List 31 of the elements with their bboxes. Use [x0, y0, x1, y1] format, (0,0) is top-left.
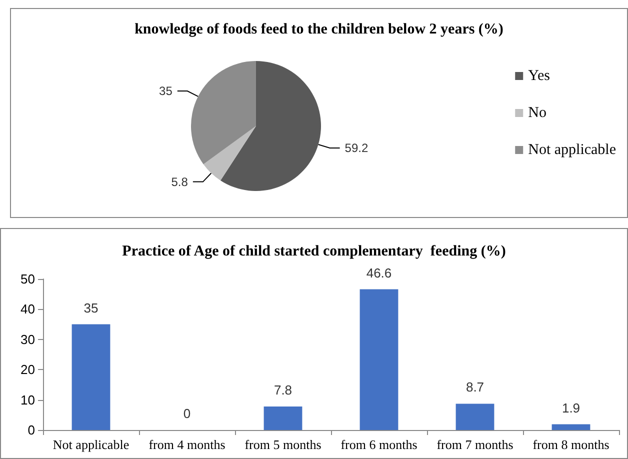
data-label: 59.2 — [344, 140, 368, 155]
y-tick-label: 0 — [28, 422, 35, 438]
chart-title: Practice of Age of child started complementary feeding (%) — [122, 244, 506, 260]
x-tick-label: from 4 months — [148, 437, 226, 452]
data-label: 5.8 — [171, 174, 188, 189]
data-label: 1.9 — [562, 400, 580, 416]
legend-label: Not applicable — [528, 142, 616, 158]
y-tick-label: 20 — [20, 362, 35, 378]
data-label: 46.6 — [366, 265, 392, 280]
bar — [264, 406, 302, 430]
x-tick-label: from 8 months — [532, 437, 610, 452]
y-tick-label: 30 — [20, 332, 35, 347]
bar — [456, 404, 494, 430]
bar — [72, 324, 110, 430]
y-tick-label: 10 — [20, 392, 35, 408]
bar — [360, 289, 398, 430]
x-tick-label: from 7 months — [436, 437, 514, 452]
x-tick-label: Not applicable — [52, 437, 130, 452]
data-label: 7.8 — [274, 382, 292, 398]
legend-label: Yes — [528, 68, 550, 84]
chart-title: knowledge of foods feed to the children below 2 years (%) — [134, 22, 504, 38]
data-label: 35 — [84, 300, 98, 316]
y-tick-label: 50 — [20, 272, 35, 286]
legend-label: No — [528, 105, 546, 121]
bar — [552, 424, 590, 430]
data-label: 8.7 — [466, 380, 484, 395]
x-tick-label: from 6 months — [340, 437, 418, 452]
data-label: 35 — [159, 84, 173, 98]
y-tick-label: 40 — [20, 302, 35, 317]
data-label: 0 — [183, 406, 191, 421]
x-tick-label: from 5 months — [244, 437, 322, 452]
